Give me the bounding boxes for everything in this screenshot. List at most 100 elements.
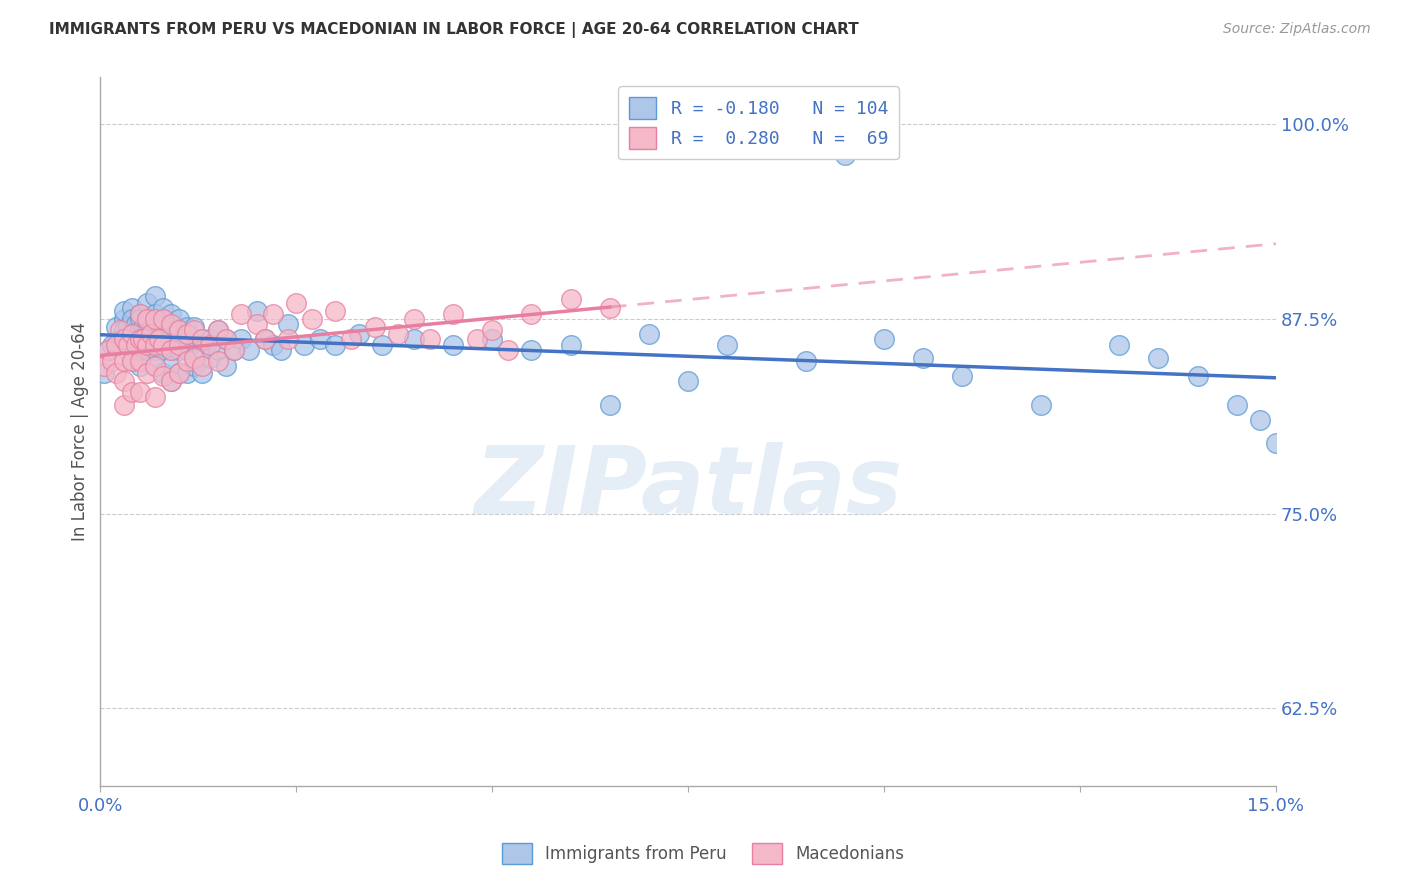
Point xyxy=(108,332,131,346)
Point xyxy=(952,369,974,384)
Point xyxy=(143,338,166,352)
Point xyxy=(176,319,198,334)
Point xyxy=(520,307,543,321)
Point xyxy=(160,343,183,357)
Point xyxy=(121,327,143,342)
Point xyxy=(160,317,183,331)
Point xyxy=(108,323,131,337)
Point xyxy=(834,148,856,162)
Point xyxy=(112,304,135,318)
Point xyxy=(246,317,269,331)
Point xyxy=(128,311,150,326)
Point xyxy=(222,343,245,357)
Point xyxy=(152,311,174,326)
Point xyxy=(215,359,238,373)
Point xyxy=(167,338,190,352)
Y-axis label: In Labor Force | Age 20-64: In Labor Force | Age 20-64 xyxy=(72,322,89,541)
Point xyxy=(112,374,135,388)
Point xyxy=(136,323,159,337)
Point xyxy=(160,359,183,373)
Point xyxy=(465,332,488,346)
Point xyxy=(112,332,135,346)
Point xyxy=(128,323,150,337)
Point xyxy=(183,335,205,350)
Point xyxy=(441,307,464,321)
Point xyxy=(238,343,260,357)
Legend: Immigrants from Peru, Macedonians: Immigrants from Peru, Macedonians xyxy=(495,837,911,871)
Point xyxy=(599,398,621,412)
Point xyxy=(128,354,150,368)
Point xyxy=(128,332,150,346)
Point xyxy=(207,323,229,337)
Point xyxy=(93,367,115,381)
Point xyxy=(124,338,146,352)
Point xyxy=(912,351,935,365)
Point xyxy=(253,332,276,346)
Point xyxy=(128,385,150,400)
Point xyxy=(160,343,183,357)
Point xyxy=(1249,413,1271,427)
Point xyxy=(301,311,323,326)
Point xyxy=(347,327,370,342)
Point xyxy=(183,323,205,337)
Point xyxy=(143,288,166,302)
Point xyxy=(143,319,166,334)
Point xyxy=(873,332,896,346)
Point xyxy=(520,343,543,357)
Point xyxy=(167,311,190,326)
Point xyxy=(112,311,135,326)
Point xyxy=(402,311,425,326)
Point xyxy=(141,327,163,342)
Point xyxy=(143,332,166,346)
Point xyxy=(132,332,155,346)
Text: Source: ZipAtlas.com: Source: ZipAtlas.com xyxy=(1223,22,1371,37)
Point xyxy=(285,296,308,310)
Point xyxy=(160,307,183,321)
Point xyxy=(152,367,174,381)
Point xyxy=(167,367,190,381)
Point xyxy=(270,343,292,357)
Point xyxy=(121,311,143,326)
Point xyxy=(560,338,582,352)
Point xyxy=(128,307,150,321)
Point xyxy=(105,367,128,381)
Point xyxy=(198,351,221,365)
Point xyxy=(198,338,221,352)
Point xyxy=(105,338,128,352)
Point xyxy=(176,343,198,357)
Point xyxy=(292,338,315,352)
Point xyxy=(1226,398,1249,412)
Point xyxy=(121,338,143,352)
Point xyxy=(112,354,135,368)
Point xyxy=(191,359,214,373)
Point xyxy=(143,311,166,326)
Point xyxy=(1029,398,1052,412)
Point xyxy=(148,317,170,331)
Point xyxy=(371,338,394,352)
Point xyxy=(794,354,817,368)
Point xyxy=(716,338,738,352)
Point xyxy=(167,343,190,357)
Point xyxy=(176,327,198,342)
Point xyxy=(183,319,205,334)
Point xyxy=(160,332,183,346)
Point xyxy=(1187,369,1209,384)
Point xyxy=(124,317,146,331)
Point xyxy=(599,301,621,315)
Point xyxy=(136,332,159,346)
Point xyxy=(387,327,409,342)
Point xyxy=(152,311,174,326)
Point xyxy=(112,323,135,337)
Point xyxy=(101,354,124,368)
Point xyxy=(176,367,198,381)
Text: ZIPatlas: ZIPatlas xyxy=(474,442,903,534)
Point xyxy=(132,319,155,334)
Point xyxy=(152,343,174,357)
Point xyxy=(496,343,519,357)
Point xyxy=(277,332,299,346)
Point xyxy=(191,343,214,357)
Point xyxy=(167,367,190,381)
Point xyxy=(253,332,276,346)
Point xyxy=(97,343,120,357)
Point xyxy=(121,354,143,368)
